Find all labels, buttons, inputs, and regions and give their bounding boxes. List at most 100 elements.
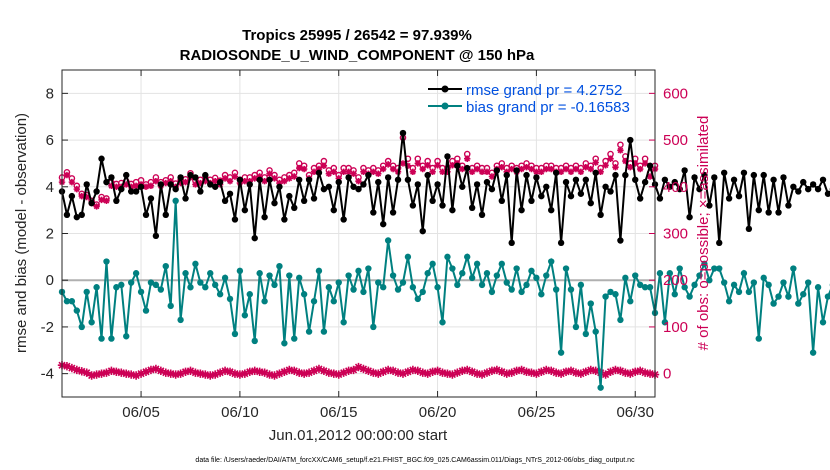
y-tick-label: -4 xyxy=(41,366,54,383)
bias-point xyxy=(676,265,683,272)
obs-low-point-glyph xyxy=(275,369,284,378)
obs-assimilated-point xyxy=(641,160,649,167)
bias-point xyxy=(73,307,81,314)
rmse-point xyxy=(394,176,402,183)
y-right-tick-label: 500 xyxy=(663,132,688,149)
obs-assimilated-point-glyph xyxy=(197,179,204,187)
obs-assimilated-point-glyph xyxy=(641,160,649,167)
obs-assimilated-point xyxy=(330,168,337,176)
rmse-point xyxy=(98,155,105,162)
rmse-point xyxy=(686,213,693,221)
obs-assimilated-point xyxy=(310,168,318,176)
bias-point xyxy=(577,281,585,289)
bias-point xyxy=(355,267,362,275)
obs-low-point xyxy=(299,369,309,378)
obs-low-point-glyph xyxy=(122,369,131,378)
rmse-point xyxy=(103,178,110,186)
bias-point xyxy=(147,279,155,286)
rmse-point xyxy=(552,169,560,176)
obs-low-point xyxy=(640,368,650,377)
obs-low-point xyxy=(611,365,620,375)
rmse-point xyxy=(632,176,639,183)
obs-assimilated-point xyxy=(202,177,209,185)
obs-assimilated-point xyxy=(602,162,609,169)
rmse-point xyxy=(493,167,501,174)
obs-low-point-glyph xyxy=(374,369,383,378)
obs-low-point xyxy=(206,371,215,380)
rmse-point xyxy=(607,188,614,195)
bias-point xyxy=(310,298,318,305)
obs-assimilated-point xyxy=(389,165,397,173)
bias-point xyxy=(646,284,654,291)
obs-assimilated-point xyxy=(533,168,540,176)
rmse-point xyxy=(760,171,767,179)
bias-point xyxy=(582,330,590,338)
bias-point xyxy=(197,279,204,286)
bias-point xyxy=(557,349,565,356)
bias-point xyxy=(172,197,179,204)
x-tick-label: 06/30 xyxy=(616,404,654,421)
obs-assimilated-point-glyph xyxy=(226,177,234,185)
y-right-tick-label: 100 xyxy=(663,319,688,336)
obs-low-point xyxy=(497,367,507,376)
obs-low-point-glyph xyxy=(87,371,96,380)
obs-low-point xyxy=(354,362,363,372)
obs-assimilated-point xyxy=(162,179,169,187)
obs-low-point-glyph xyxy=(97,369,106,378)
bias-point xyxy=(661,319,669,326)
obs-low-point xyxy=(245,367,254,376)
obs-assimilated-point-glyph xyxy=(63,171,71,179)
obs-assimilated-point xyxy=(557,168,565,176)
rmse-point xyxy=(473,181,481,188)
x-tick-label: 06/20 xyxy=(419,404,457,421)
rmse-point xyxy=(711,174,718,181)
bias-point xyxy=(612,291,619,298)
bias-point xyxy=(483,270,491,277)
obs-assimilated-point-glyph xyxy=(202,177,209,185)
bias-point xyxy=(468,274,476,282)
bias-point xyxy=(567,286,575,293)
rmse-point xyxy=(389,209,397,216)
obs-assimilated-point xyxy=(63,171,71,179)
obs-low-point-glyph xyxy=(176,369,185,378)
bias-point xyxy=(562,265,570,272)
rmse-point xyxy=(350,183,357,190)
obs-low-point xyxy=(166,369,175,378)
obs-assimilated-point xyxy=(256,173,263,180)
rmse-point xyxy=(231,216,239,223)
obs-low-markers xyxy=(57,361,660,380)
obs-assimilated-point-glyph xyxy=(528,165,535,173)
bias-point xyxy=(88,319,95,326)
obs-low-point-glyph xyxy=(542,365,551,375)
obs-low-point xyxy=(591,366,600,376)
obs-low-point xyxy=(334,370,343,379)
obs-low-point-glyph xyxy=(463,365,472,375)
rmse-point xyxy=(315,169,323,176)
obs-low-point-glyph xyxy=(62,361,72,371)
rmse-point xyxy=(241,206,249,214)
obs-assimilated-point xyxy=(444,168,451,176)
obs-low-point xyxy=(369,368,378,377)
bias-point xyxy=(750,279,758,286)
obs-assimilated-point xyxy=(226,177,234,185)
bias-point xyxy=(271,281,278,289)
rmse-point xyxy=(325,183,333,190)
obs-assimilated-point-glyph xyxy=(241,177,249,185)
obs-assimilated-point-glyph xyxy=(577,168,585,176)
bias-point xyxy=(622,274,629,282)
obs-assimilated-point xyxy=(409,168,417,176)
obs-low-point-glyph xyxy=(472,369,482,378)
bias-point xyxy=(809,349,817,356)
bias-point xyxy=(681,284,688,291)
obs-low-point xyxy=(616,366,625,376)
obs-low-point xyxy=(67,363,77,373)
obs-low-point xyxy=(438,368,447,377)
obs-low-point-glyph xyxy=(210,370,220,379)
obs-low-point-glyph xyxy=(304,368,314,377)
obs-low-point-glyph xyxy=(220,366,230,376)
obs-assimilated-point-glyph xyxy=(335,175,342,182)
obs-assimilated-point xyxy=(103,197,110,204)
obs-low-point xyxy=(556,369,566,378)
bias-point xyxy=(231,330,239,338)
rmse-point xyxy=(211,183,219,190)
